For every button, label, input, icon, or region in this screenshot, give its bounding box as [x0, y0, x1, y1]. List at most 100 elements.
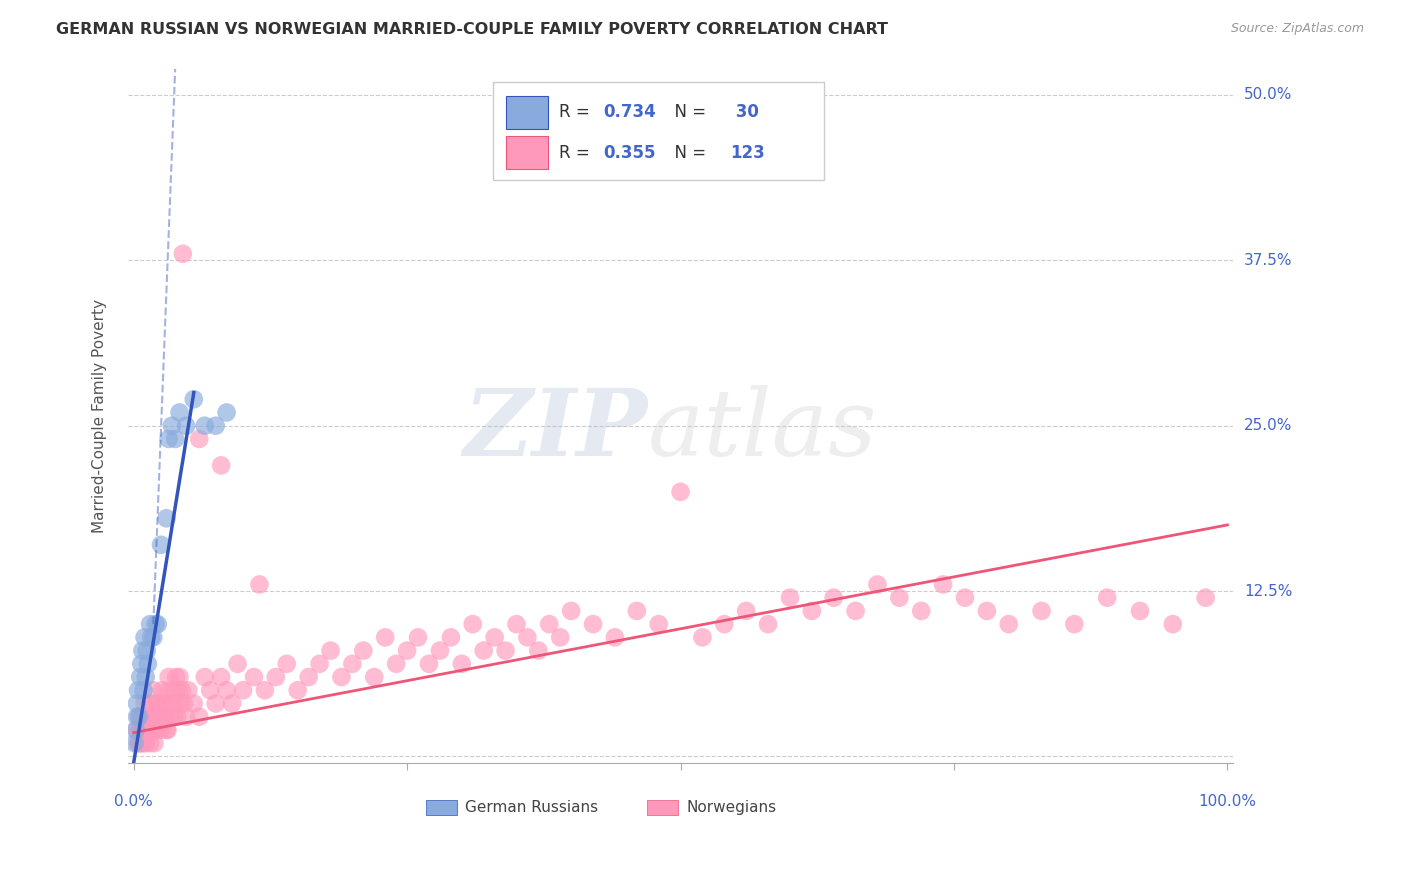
- Text: 50.0%: 50.0%: [1244, 87, 1292, 103]
- Point: [173, 697, 195, 711]
- Point: [155, 511, 177, 525]
- Point: [157, 670, 180, 684]
- Point: [692, 631, 714, 645]
- Point: [128, 736, 150, 750]
- Point: [162, 683, 184, 698]
- Point: [125, 723, 148, 737]
- Y-axis label: Married-Couple Family Poverty: Married-Couple Family Poverty: [93, 299, 107, 533]
- Point: [142, 631, 165, 645]
- Point: [495, 643, 517, 657]
- Point: [146, 723, 169, 737]
- Point: [538, 617, 561, 632]
- Point: [215, 683, 238, 698]
- Point: [132, 736, 155, 750]
- Point: [125, 710, 148, 724]
- Point: [276, 657, 298, 671]
- Point: [396, 643, 419, 657]
- Point: [385, 657, 408, 671]
- Point: [374, 631, 396, 645]
- Text: GERMAN RUSSIAN VS NORWEGIAN MARRIED-COUPLE FAMILY POVERTY CORRELATION CHART: GERMAN RUSSIAN VS NORWEGIAN MARRIED-COUP…: [56, 22, 889, 37]
- Point: [163, 710, 186, 724]
- Point: [1031, 604, 1053, 618]
- Point: [779, 591, 801, 605]
- Text: 100.0%: 100.0%: [1198, 794, 1257, 809]
- Point: [167, 683, 190, 698]
- Point: [152, 697, 174, 711]
- Point: [129, 723, 152, 737]
- Point: [756, 617, 779, 632]
- Text: R =: R =: [560, 103, 595, 121]
- Text: ZIP: ZIP: [463, 384, 647, 475]
- Point: [129, 723, 152, 737]
- FancyBboxPatch shape: [506, 136, 548, 169]
- Point: [287, 683, 309, 698]
- Point: [132, 723, 155, 737]
- Point: [243, 670, 266, 684]
- Text: N =: N =: [664, 145, 711, 162]
- Point: [330, 670, 353, 684]
- Point: [148, 710, 170, 724]
- Text: German Russians: German Russians: [465, 800, 599, 815]
- Point: [603, 631, 626, 645]
- Point: [440, 631, 463, 645]
- Point: [253, 683, 276, 698]
- Point: [647, 617, 669, 632]
- FancyBboxPatch shape: [492, 82, 824, 179]
- Text: 123: 123: [730, 145, 765, 162]
- Point: [204, 418, 226, 433]
- Point: [194, 418, 217, 433]
- Point: [308, 657, 330, 671]
- Point: [209, 458, 232, 473]
- Point: [165, 697, 187, 711]
- Point: [932, 577, 955, 591]
- Point: [342, 657, 364, 671]
- Text: Source: ZipAtlas.com: Source: ZipAtlas.com: [1230, 22, 1364, 36]
- Point: [135, 710, 157, 724]
- Point: [128, 710, 150, 724]
- Point: [548, 631, 571, 645]
- Text: 12.5%: 12.5%: [1244, 583, 1292, 599]
- Point: [194, 670, 217, 684]
- Point: [866, 577, 889, 591]
- Point: [221, 697, 243, 711]
- Point: [134, 697, 156, 711]
- Point: [160, 697, 183, 711]
- Point: [134, 631, 156, 645]
- Point: [429, 643, 451, 657]
- Point: [136, 723, 159, 737]
- Text: 0.355: 0.355: [603, 145, 655, 162]
- Text: 37.5%: 37.5%: [1244, 252, 1292, 268]
- Point: [204, 697, 226, 711]
- Point: [160, 418, 183, 433]
- Point: [516, 631, 538, 645]
- Text: Norwegians: Norwegians: [686, 800, 776, 815]
- Text: R =: R =: [560, 145, 595, 162]
- Point: [150, 683, 173, 698]
- Point: [159, 683, 181, 698]
- Point: [209, 670, 232, 684]
- Point: [472, 643, 495, 657]
- Point: [159, 710, 181, 724]
- Point: [166, 710, 188, 724]
- Point: [450, 657, 472, 671]
- Point: [135, 710, 157, 724]
- Point: [527, 643, 550, 657]
- Point: [132, 683, 155, 698]
- Point: [129, 736, 152, 750]
- Point: [141, 710, 163, 724]
- Point: [155, 723, 177, 737]
- Point: [560, 604, 582, 618]
- Point: [626, 604, 648, 618]
- Point: [1095, 591, 1118, 605]
- Point: [174, 710, 197, 724]
- Point: [910, 604, 932, 618]
- Point: [145, 710, 167, 724]
- Point: [183, 697, 205, 711]
- Point: [215, 405, 238, 419]
- Point: [127, 683, 149, 698]
- Point: [145, 697, 167, 711]
- Text: 30: 30: [730, 103, 759, 121]
- Point: [406, 631, 429, 645]
- Text: 0.734: 0.734: [603, 103, 657, 121]
- Point: [735, 604, 758, 618]
